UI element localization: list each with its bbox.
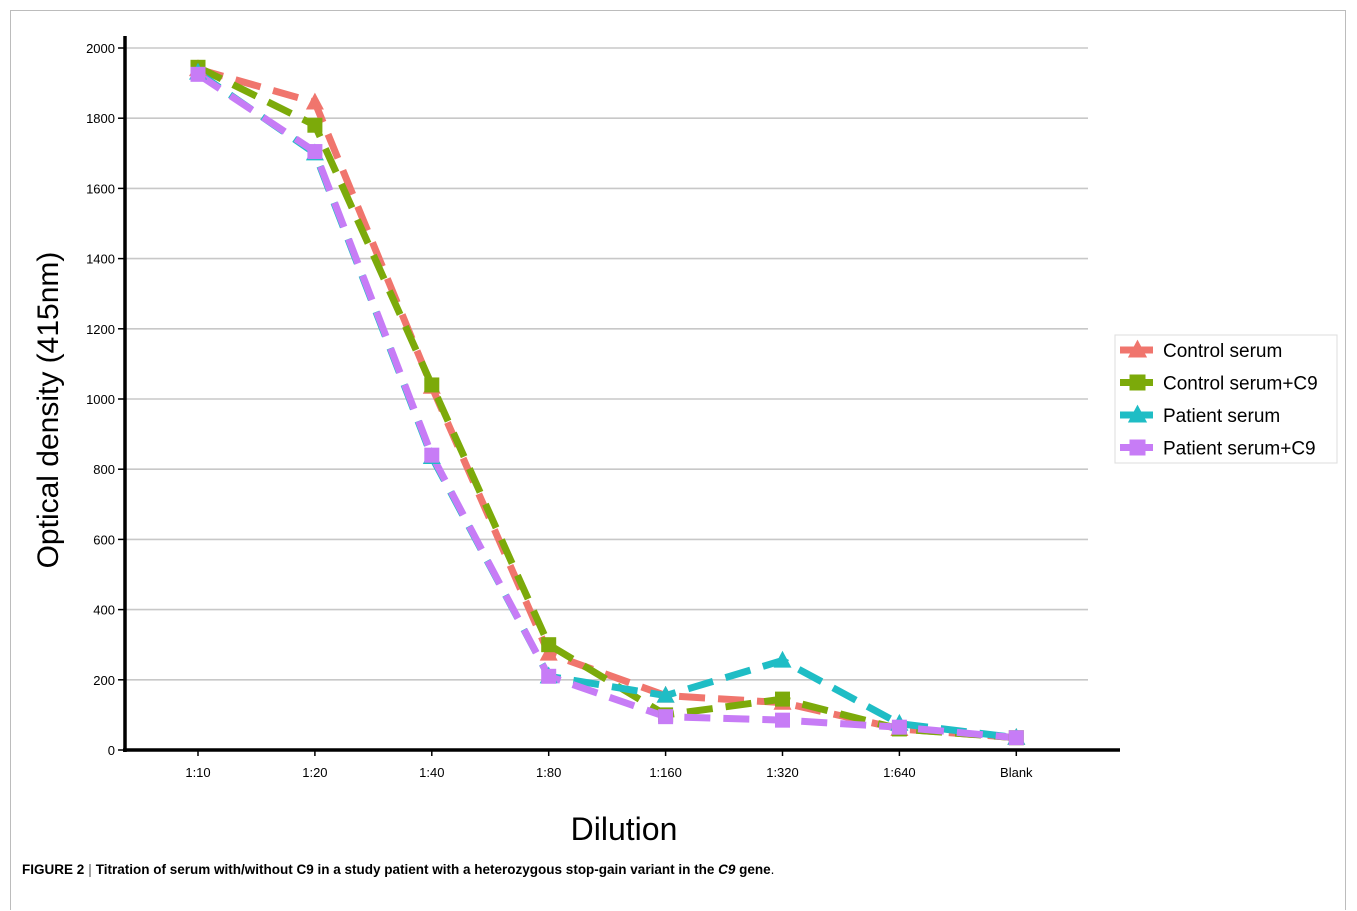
series-markers bbox=[189, 59, 1026, 746]
caption-period: . bbox=[770, 862, 775, 877]
x-tick-label: Blank bbox=[1000, 765, 1033, 780]
legend-item-patient-serum-c9: Patient serum+C9 bbox=[1120, 439, 1316, 460]
gridlines bbox=[125, 47, 1088, 681]
data-point-patient-serum-c9 bbox=[775, 712, 790, 728]
x-axis-title: Dilution bbox=[571, 811, 678, 847]
y-tick-label: 1400 bbox=[86, 252, 115, 267]
data-point-patient-serum-c9 bbox=[424, 447, 440, 463]
data-point-patient-serum-c9 bbox=[541, 668, 557, 684]
data-point-control-serum bbox=[305, 92, 324, 110]
data-point-patient-serum-c9 bbox=[1008, 730, 1024, 746]
x-tick-label: 1:640 bbox=[883, 765, 916, 780]
y-tick-label: 1200 bbox=[86, 322, 115, 337]
legend-item-control-serum-c9: Control serum+C9 bbox=[1120, 374, 1318, 395]
legend-label: Control serum bbox=[1163, 341, 1282, 362]
x-tick-labels: 1:10 1:20 1:40 1:80 1:160 1:320 1:640 Blank bbox=[185, 765, 1033, 780]
figure-caption: FIGURE 2 | Titration of serum with/without… bbox=[22, 862, 774, 877]
data-point-patient-serum bbox=[656, 685, 675, 703]
y-tick-label: 1000 bbox=[86, 392, 115, 407]
caption-text-end: gene bbox=[735, 862, 771, 877]
triangle-marker-icon bbox=[1127, 404, 1148, 423]
data-point-patient-serum bbox=[773, 650, 792, 668]
data-point-patient-serum-c9 bbox=[658, 709, 674, 725]
legend-box bbox=[1114, 334, 1338, 464]
legend-label: Patient serum+C9 bbox=[1163, 439, 1316, 460]
y-tick-label: 2000 bbox=[86, 41, 115, 56]
data-point-control-serum-c9 bbox=[541, 637, 557, 653]
data-point-patient-serum-c9 bbox=[190, 66, 206, 82]
y-tick-label: 1800 bbox=[86, 111, 115, 126]
y-tick-labels: 0 200 400 600 800 1000 1200 1400 1600 1800 2000 bbox=[86, 41, 115, 758]
axes bbox=[118, 36, 1120, 756]
square-marker-icon bbox=[1129, 439, 1146, 456]
y-tick-label: 0 bbox=[108, 743, 115, 758]
series-lines bbox=[196, 64, 1017, 742]
series-line-patient-serum-c9 bbox=[196, 71, 1017, 742]
x-tick-label: 1:160 bbox=[649, 765, 682, 780]
legend-item-control-serum: Control serum bbox=[1120, 339, 1282, 362]
y-tick-label: 800 bbox=[93, 462, 115, 477]
caption-text: Titration of serum with/without C9 in a … bbox=[95, 862, 719, 877]
legend-label: Patient serum bbox=[1163, 406, 1280, 427]
x-tick-label: 1:320 bbox=[766, 765, 799, 780]
line-chart: 0 200 400 600 800 1000 1200 1400 1600 1800 2000 1:… bbox=[32, 36, 1338, 847]
data-point-control-serum-c9 bbox=[307, 117, 323, 133]
y-tick-label: 1600 bbox=[86, 181, 115, 196]
square-marker-icon bbox=[1129, 374, 1146, 391]
legend-label: Control serum+C9 bbox=[1163, 374, 1318, 395]
triangle-marker-icon bbox=[1127, 339, 1148, 358]
caption-gene: C9 bbox=[718, 862, 736, 877]
figure-frame bbox=[10, 10, 1346, 910]
figure-label: FIGURE 2 bbox=[22, 862, 85, 877]
data-point-control-serum-c9 bbox=[424, 377, 440, 393]
caption-separator: | bbox=[88, 862, 92, 877]
x-tick-label: 1:20 bbox=[302, 765, 327, 780]
x-tick-label: 1:80 bbox=[536, 765, 561, 780]
x-tick-label: 1:40 bbox=[419, 765, 444, 780]
y-tick-label: 200 bbox=[93, 673, 115, 688]
legend: Control serum Control serum+C9 Patient ser… bbox=[1114, 334, 1338, 464]
data-point-patient-serum-c9 bbox=[307, 144, 323, 160]
y-tick-label: 400 bbox=[93, 603, 115, 618]
y-axis-title: Optical density (415nm) bbox=[32, 252, 65, 569]
data-point-patient-serum-c9 bbox=[891, 719, 907, 735]
x-tick-label: 1:10 bbox=[185, 765, 210, 780]
legend-item-patient-serum: Patient serum bbox=[1120, 404, 1280, 427]
data-point-control-serum-c9 bbox=[775, 691, 790, 707]
y-tick-label: 600 bbox=[93, 532, 115, 547]
